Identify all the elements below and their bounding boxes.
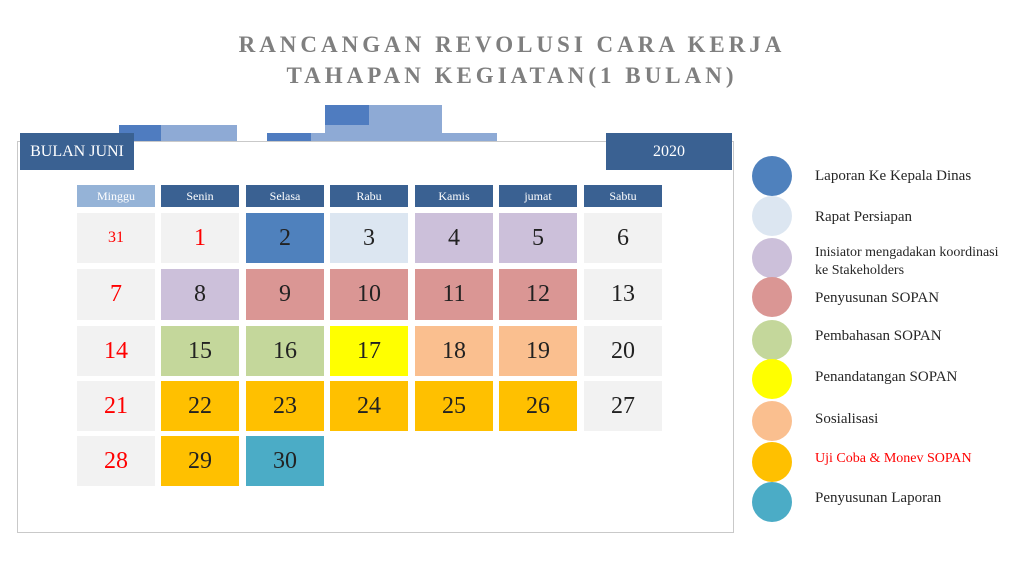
page-subtitle: TAHAPAN KEGIATAN(1 BULAN): [286, 63, 738, 88]
calendar-day-cell: 19: [499, 326, 577, 376]
calendar-day-cell: 13: [584, 269, 662, 320]
legend-color-dot: [752, 238, 792, 278]
calendar-day-cell: 27: [584, 381, 662, 431]
legend-label: Uji Coba & Monev SOPAN: [815, 451, 972, 466]
legend-label: Penyusunan Laporan: [815, 490, 942, 506]
year-label: 2020: [606, 133, 732, 170]
legend-label: Sosialisasi: [815, 411, 879, 427]
legend-color-dot: [752, 320, 792, 360]
calendar-day-cell: 21: [77, 381, 155, 431]
calendar-day-cell: 16: [246, 326, 324, 376]
legend-color-dot: [752, 482, 792, 522]
calendar-day-cell: 3: [330, 213, 408, 263]
calendar-day-cell: 28: [77, 436, 155, 486]
legend-color-dot: [752, 277, 792, 317]
legend-color-dot: [752, 401, 792, 441]
binder-decoration-center-clip: [325, 105, 369, 125]
calendar-day-cell: 25: [415, 381, 493, 431]
calendar-day-cell: 26: [499, 381, 577, 431]
calendar-day-cell: 11: [415, 269, 493, 320]
calendar-day-cell: 1: [161, 213, 239, 263]
day-header-jumat: jumat: [499, 185, 577, 207]
calendar-day-cell: 30: [246, 436, 324, 486]
legend-label: Rapat Persiapan: [815, 209, 913, 225]
legend-label: Penyusunan SOPAN: [815, 290, 940, 306]
calendar-day-cell: 24: [330, 381, 408, 431]
day-header-sabtu: Sabtu: [584, 185, 662, 207]
calendar-day-cell: 31: [77, 213, 155, 263]
calendar-day-cell: 2: [246, 213, 324, 263]
day-header-minggu: Minggu: [77, 185, 155, 207]
day-header-rabu: Rabu: [330, 185, 408, 207]
calendar-day-cell: 6: [584, 213, 662, 263]
calendar-day-cell: 17: [330, 326, 408, 376]
calendar-day-cell: 7: [77, 269, 155, 320]
binder-decoration-right-clip: [267, 133, 311, 143]
calendar-day-cell: 29: [161, 436, 239, 486]
calendar-day-cell: 12: [499, 269, 577, 320]
page-title: RANCANGAN REVOLUSI CARA KERJA: [238, 32, 786, 57]
calendar-day-cell: 20: [584, 326, 662, 376]
calendar-day-cell: 8: [161, 269, 239, 320]
calendar-day-cell: 22: [161, 381, 239, 431]
legend-label: Penandatangan SOPAN: [815, 369, 958, 385]
calendar-day-cell: 15: [161, 326, 239, 376]
legend-label: Laporan Ke Kepala Dinas: [815, 168, 972, 184]
month-label: BULAN JUNI: [20, 133, 134, 170]
calendar-day-cell: 5: [499, 213, 577, 263]
day-header-selasa: Selasa: [246, 185, 324, 207]
calendar-day-cell: 18: [415, 326, 493, 376]
legend-color-dot: [752, 156, 792, 196]
legend-color-dot: [752, 359, 792, 399]
calendar-day-cell: 14: [77, 326, 155, 376]
calendar-day-cell: 10: [330, 269, 408, 320]
day-header-senin: Senin: [161, 185, 239, 207]
calendar-day-cell: 23: [246, 381, 324, 431]
day-header-kamis: Kamis: [415, 185, 493, 207]
binder-decoration-right: [267, 133, 497, 143]
legend-color-dot: [752, 442, 792, 482]
calendar-day-cell: 4: [415, 213, 493, 263]
legend-label: Inisiator mengadakan koordinasi ke Stake…: [815, 245, 999, 278]
legend-color-dot: [752, 196, 792, 236]
calendar-day-cell: 9: [246, 269, 324, 320]
legend-label: Pembahasan SOPAN: [815, 328, 942, 344]
